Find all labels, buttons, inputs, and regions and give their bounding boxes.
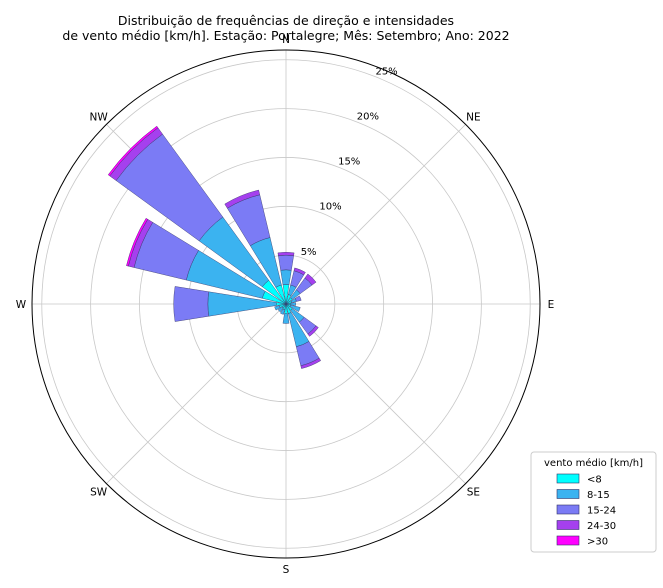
wind-bar-wsw-1 — [274, 305, 281, 311]
legend-swatch — [556, 489, 580, 499]
wind-bar-ne-3 — [304, 273, 317, 286]
wind-bar-n-1 — [280, 269, 292, 285]
direction-label-n: N — [282, 34, 290, 46]
grid-spoke — [285, 124, 466, 305]
wind-bar-e-1 — [290, 302, 296, 306]
direction-label-e: E — [548, 299, 555, 311]
wind-bar-sw-1 — [277, 306, 284, 313]
legend-swatch — [556, 504, 580, 515]
legend-label: 24-30 — [587, 521, 616, 532]
wind-bar-se-3 — [307, 325, 319, 337]
radial-tick-label: 25% — [375, 66, 397, 77]
legend: vento médio [km/h] <8 8-15 15-24 24-30 >30 — [530, 451, 657, 553]
legend-label: <8 — [587, 475, 602, 486]
direction-label-ne: NE — [466, 112, 481, 124]
wind-bar-sse-3 — [300, 357, 321, 369]
radial-tick-label: 10% — [319, 202, 341, 213]
wind-bar-nw-4 — [107, 125, 159, 177]
legend-title: vento médio [km/h] — [544, 457, 643, 469]
direction-label-se: SE — [467, 486, 480, 498]
legend-label: 15-24 — [587, 506, 616, 517]
legend-label: >30 — [587, 537, 608, 548]
legend-label: 8-15 — [587, 490, 610, 501]
direction-labels: N NE E SE S SW W NW — [16, 34, 555, 576]
grid-spoke — [106, 303, 287, 484]
wind-bar-w-2 — [173, 286, 210, 322]
radial-tick-label: 5% — [301, 247, 317, 258]
grid-spoke — [285, 303, 466, 484]
direction-label-s: S — [283, 564, 290, 576]
legend-swatch — [556, 520, 580, 530]
wind-bar-nne-3 — [293, 267, 306, 276]
wind-bar-s-1 — [282, 313, 290, 324]
wind-bar-nnw-3 — [224, 189, 261, 209]
wind-bar-wnw-4 — [126, 217, 149, 267]
wind-bar-n-2 — [278, 254, 294, 271]
direction-label-w: W — [16, 299, 27, 311]
direction-label-sw: SW — [90, 486, 108, 498]
chart-title: Distribuição de frequências de direção e… — [62, 13, 509, 43]
radial-tick-labels: 5% 10% 15% 20% 25% — [301, 66, 398, 258]
wind-bar-ene-2 — [294, 295, 302, 302]
wind-bar-ssw-1 — [280, 308, 285, 315]
direction-label-nw: NW — [89, 112, 108, 124]
legend-swatch — [556, 535, 580, 546]
legend-swatch — [556, 473, 580, 484]
outer-frame — [31, 49, 541, 559]
radial-tick-label: 20% — [357, 111, 379, 122]
radial-tick-label: 15% — [338, 157, 360, 168]
wind-bar-n-3 — [277, 252, 295, 256]
wind-bar-ese-1 — [289, 304, 301, 312]
wind-rose-bars — [107, 125, 321, 369]
